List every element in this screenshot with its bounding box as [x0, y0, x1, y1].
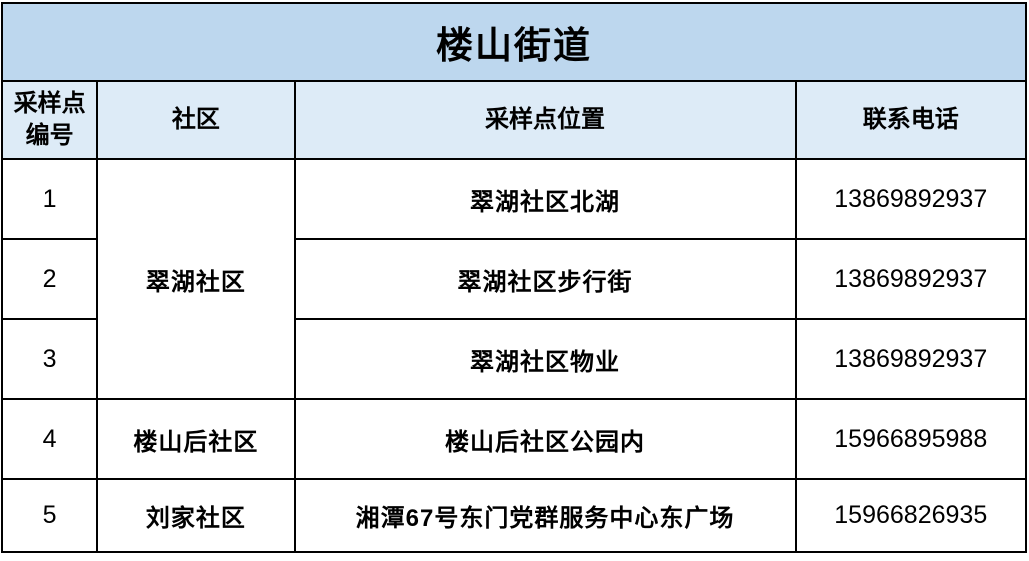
table-row: 4 楼山后社区 楼山后社区公园内 15966895988 [0, 398, 1028, 480]
cell-id: 1 [0, 158, 99, 240]
table-row: 1 翠湖社区 翠湖社区北湖 13869892937 [0, 158, 1028, 400]
cell-location: 翠湖社区步行街 [293, 238, 797, 320]
cell-phone: 15966826935 [794, 478, 1028, 553]
cell-phone: 13869892937 [794, 238, 1028, 320]
cell-id: 2 [0, 238, 99, 320]
cell-phone: 13869892937 [794, 318, 1028, 400]
table-header-row: 采样点编号 社区 采样点位置 联系电话 [0, 80, 1028, 160]
table-title: 楼山街道 [1, 2, 1027, 82]
cell-location: 湘潭67号东门党群服务中心东广场 [293, 478, 797, 553]
table-row: 2 翠湖社区步行街 13869892937 [0, 238, 1028, 320]
cell-location: 翠湖社区北湖 [293, 158, 797, 240]
cell-id: 4 [0, 398, 99, 480]
column-header-community: 社区 [96, 80, 296, 160]
cell-community: 刘家社区 [96, 478, 296, 553]
cell-location: 楼山后社区公园内 [293, 398, 797, 480]
column-header-phone: 联系电话 [794, 80, 1028, 160]
table-title-row: 楼山街道 [1, 2, 1027, 82]
column-header-id: 采样点编号 [0, 80, 99, 160]
cell-phone: 15966895988 [794, 398, 1028, 480]
cell-id: 3 [0, 318, 99, 400]
table-row: 5 刘家社区 湘潭67号东门党群服务中心东广场 15966826935 [0, 478, 1028, 553]
cell-phone: 13869892937 [794, 158, 1028, 240]
cell-community: 楼山后社区 [96, 398, 296, 480]
cell-id: 5 [0, 478, 99, 553]
cell-location: 翠湖社区物业 [293, 318, 797, 400]
column-header-location: 采样点位置 [293, 80, 797, 160]
cell-community-merged: 翠湖社区 [96, 158, 296, 400]
